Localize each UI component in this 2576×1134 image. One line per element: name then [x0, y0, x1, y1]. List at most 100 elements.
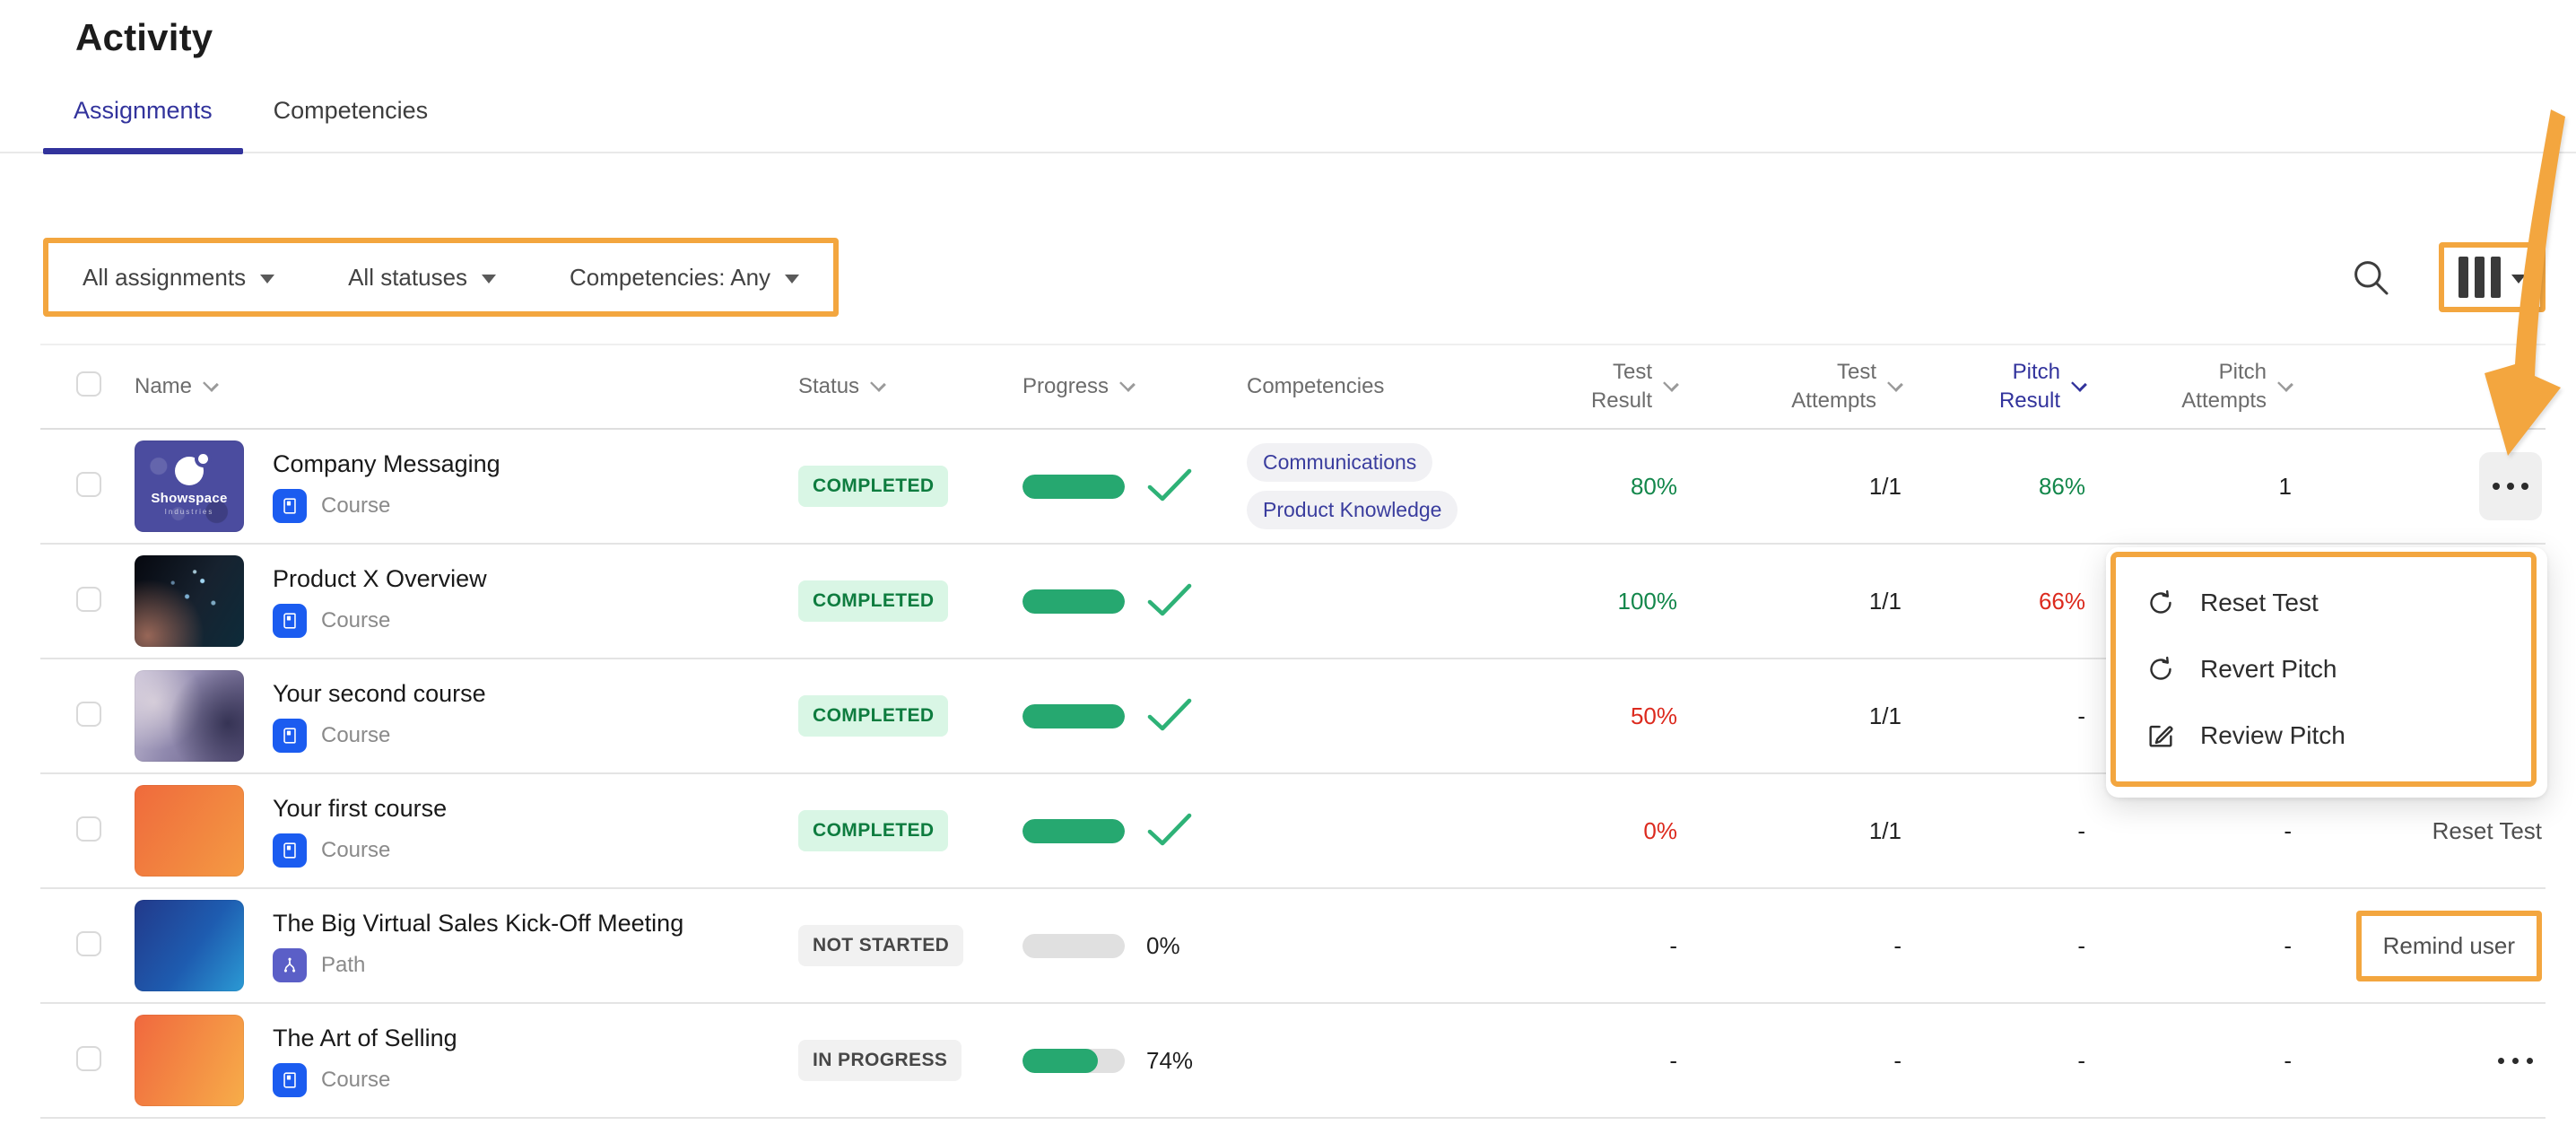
sort-chevron-icon: [1887, 376, 1903, 392]
row-actions-ellipsis-button[interactable]: [2489, 1049, 2542, 1073]
header-test-attempts[interactable]: Test Attempts: [1791, 358, 1903, 416]
cell-test-result: 100%: [1617, 587, 1678, 615]
menu-item-label: Reset Test: [2200, 589, 2319, 616]
progress-bar: [1023, 933, 1125, 958]
table-row: Showspace Industries Company Messaging Co…: [40, 430, 2546, 545]
page-title: Activity: [75, 16, 213, 58]
tab-assignments[interactable]: Assignments: [43, 97, 243, 154]
cell-actions: [2292, 452, 2546, 520]
header-pitch-attempts[interactable]: Pitch Attempts: [2181, 358, 2293, 416]
edit-icon: [2145, 720, 2177, 751]
status-filter-dropdown[interactable]: All statuses: [348, 264, 497, 292]
cell-status: COMPLETED: [798, 580, 1023, 622]
assignment-type-label: Course: [321, 607, 391, 632]
assignment-name[interactable]: Your first course: [273, 794, 448, 822]
header-pitch-result-label: Pitch Result: [1998, 359, 2060, 413]
cell-pitch-attempts: 1: [2278, 472, 2292, 500]
cell-test-attempts: 1/1: [1868, 816, 1902, 844]
row-checkbox[interactable]: [76, 586, 101, 612]
cell-status: COMPLETED: [798, 695, 1023, 737]
sort-chevron-icon: [870, 376, 886, 392]
menu-item-label: Revert Pitch: [2200, 655, 2337, 683]
row-checkbox[interactable]: [76, 471, 101, 497]
table-row: Your first course Course COMPLETED 0% 1/…: [40, 774, 2546, 889]
table-header-row: Name Status Progress Competencies Test R…: [40, 345, 2546, 430]
table-row: Your second course Course COMPLETED 50% …: [40, 659, 2546, 774]
cell-name: Product X Overview Course: [135, 555, 798, 647]
column-chooser-button[interactable]: [2459, 257, 2526, 298]
assignment-name[interactable]: The Art of Selling: [273, 1024, 457, 1051]
columns-icon: [2459, 257, 2501, 298]
row-actions-ellipsis-button[interactable]: [2479, 452, 2542, 520]
progress-check-icon: [1146, 467, 1193, 507]
header-progress[interactable]: Progress: [1023, 374, 1136, 399]
menu-highlight-box: Reset Test Revert Pitch Review Pitch: [2110, 552, 2537, 787]
sort-chevron-icon: [1663, 376, 1679, 392]
remind-user-link[interactable]: Remind user: [2355, 910, 2542, 981]
row-checkbox[interactable]: [76, 816, 101, 842]
cell-actions: [2292, 1049, 2546, 1073]
header-pitch-result[interactable]: Pitch Result: [1998, 358, 2087, 416]
course-icon: [273, 718, 307, 753]
header-status[interactable]: Status: [798, 374, 886, 399]
assignment-name[interactable]: Your second course: [273, 679, 486, 707]
cell-pitch-attempts: -: [2284, 931, 2292, 959]
course-icon: [273, 833, 307, 868]
cell-test-result: 0%: [1643, 816, 1677, 844]
header-competencies: Competencies: [1247, 374, 1384, 399]
cell-progress: [1023, 581, 1247, 622]
row-checkbox[interactable]: [76, 1045, 101, 1071]
status-badge: COMPLETED: [798, 580, 949, 622]
chevron-down-icon: [482, 274, 497, 284]
header-test-result-label: Test Result: [1590, 359, 1652, 413]
cell-progress: [1023, 811, 1247, 851]
menu-item-label: Review Pitch: [2200, 721, 2345, 749]
reset-test-link[interactable]: Reset Test: [2432, 816, 2542, 844]
select-all-checkbox[interactable]: [76, 371, 101, 397]
search-icon[interactable]: [2349, 256, 2392, 299]
chevron-down-icon: [260, 274, 275, 284]
menu-item-revert-pitch[interactable]: Revert Pitch: [2125, 636, 2522, 702]
course-thumbnail: [135, 670, 244, 762]
header-test-result[interactable]: Test Result: [1590, 358, 1679, 416]
assignment-name[interactable]: Company Messaging: [273, 449, 500, 477]
progress-percent-label: 74%: [1146, 1046, 1194, 1074]
tab-competencies[interactable]: Competencies: [273, 97, 429, 124]
menu-item-review-pitch[interactable]: Review Pitch: [2125, 702, 2522, 769]
chevron-down-icon: [2511, 274, 2526, 284]
course-thumbnail: [135, 555, 244, 647]
toolbar-right: [2349, 242, 2546, 312]
progress-bar: [1023, 474, 1125, 499]
cell-progress: [1023, 467, 1247, 507]
header-name-label: Name: [135, 374, 193, 398]
course-thumbnail: [135, 1015, 244, 1106]
competency-tag: Product Knowledge: [1247, 491, 1458, 529]
row-checkbox[interactable]: [76, 701, 101, 727]
cell-name: Your first course Course: [135, 785, 798, 877]
cell-test-attempts: 1/1: [1868, 702, 1902, 729]
assignment-filter-dropdown[interactable]: All assignments: [83, 263, 275, 292]
showspace-logo: [175, 454, 208, 485]
cell-pitch-result: 66%: [2038, 587, 2085, 615]
header-name[interactable]: Name: [135, 374, 219, 399]
status-badge: IN PROGRESS: [798, 1040, 962, 1081]
assignment-filter-label: All assignments: [83, 263, 247, 291]
cell-status: COMPLETED: [798, 466, 1023, 507]
competency-tag: Communications: [1247, 443, 1433, 482]
row-checkbox[interactable]: [76, 930, 101, 956]
sort-chevron-icon: [1119, 376, 1136, 392]
assignment-name[interactable]: Product X Overview: [273, 564, 487, 592]
refresh-icon: [2145, 654, 2177, 685]
refresh-icon: [2145, 588, 2177, 618]
progress-bar: [1023, 589, 1125, 614]
assignment-name[interactable]: The Big Virtual Sales Kick-Off Meeting: [273, 909, 684, 937]
course-icon: [273, 488, 307, 523]
columns-highlight-box: [2439, 242, 2546, 312]
cell-name: The Big Virtual Sales Kick-Off Meeting P…: [135, 900, 798, 991]
course-thumbnail: Showspace Industries: [135, 441, 244, 532]
progress-check-icon: [1146, 811, 1193, 851]
sort-chevron-icon: [203, 376, 219, 392]
menu-item-reset-test[interactable]: Reset Test: [2125, 570, 2522, 636]
cell-pitch-result: -: [2077, 931, 2085, 959]
competency-filter-dropdown[interactable]: Competencies: Any: [570, 264, 800, 292]
